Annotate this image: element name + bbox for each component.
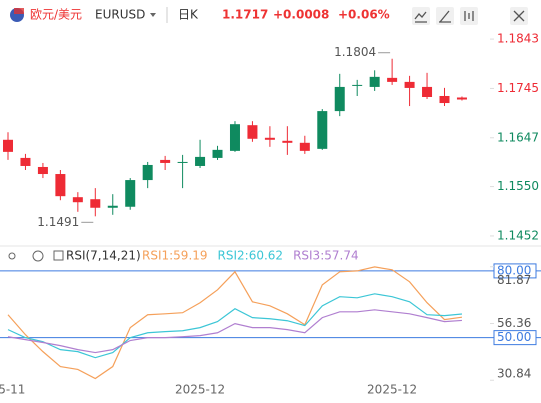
y-tick-label: 1.1550 bbox=[497, 179, 539, 193]
price: 1.1717 bbox=[222, 8, 268, 22]
candle-body bbox=[37, 166, 48, 175]
expand-icon[interactable] bbox=[53, 250, 64, 261]
pair-name: 欧元/美元 bbox=[30, 8, 82, 22]
candle-body bbox=[299, 142, 310, 151]
change-pct: +0.06% bbox=[338, 8, 390, 22]
rsi-line bbox=[7, 293, 463, 359]
y-tick-label: 1.1452 bbox=[497, 228, 539, 242]
tool-icon bbox=[439, 10, 451, 23]
level-label-box bbox=[493, 330, 537, 346]
candle-body bbox=[212, 149, 223, 158]
candle-body bbox=[282, 140, 293, 143]
y-tick-label: 56.36 bbox=[497, 316, 531, 330]
level-label: 80.00 bbox=[497, 263, 531, 277]
candle-body bbox=[422, 86, 433, 97]
x-tick-label: 25-11 bbox=[0, 383, 25, 397]
annotation-label: 1.1491 bbox=[37, 215, 79, 229]
y-tick-label: 1.1745 bbox=[497, 81, 539, 95]
candle-body bbox=[439, 95, 450, 104]
y-tick-label: 30.84 bbox=[497, 367, 531, 381]
x-tick-label: 2025-12 bbox=[175, 383, 225, 397]
x-tick-label: 2025-12 bbox=[367, 383, 417, 397]
tool-icon bbox=[464, 11, 474, 21]
level-label: 50.00 bbox=[497, 330, 531, 344]
candle-body bbox=[125, 180, 136, 207]
rsi-line bbox=[7, 309, 463, 354]
candle-body bbox=[55, 174, 66, 197]
candle-body bbox=[229, 124, 240, 151]
candle-body bbox=[369, 76, 380, 87]
candle-body bbox=[352, 84, 363, 86]
tool-icon bbox=[414, 11, 427, 23]
candle-body bbox=[317, 111, 328, 149]
y-tick-label: 1.1647 bbox=[497, 130, 539, 144]
y-tick-label: 81.87 bbox=[497, 273, 531, 287]
candle-body bbox=[3, 139, 13, 152]
dropdown-arrow[interactable] bbox=[150, 13, 156, 17]
candle-body bbox=[195, 156, 206, 166]
candle-body bbox=[404, 81, 415, 88]
eye-icon[interactable] bbox=[8, 252, 16, 260]
period[interactable]: 日K bbox=[178, 8, 199, 22]
level-label-box bbox=[493, 263, 537, 279]
rsi-title: RSI(7,14,21) bbox=[66, 249, 141, 263]
candle-body bbox=[142, 164, 153, 181]
rsi-line bbox=[7, 266, 463, 380]
candle-body bbox=[264, 137, 275, 140]
rsi-header: RSI(7,14,21) bbox=[8, 249, 141, 263]
candle-body bbox=[334, 86, 345, 112]
tool-icon bbox=[513, 10, 525, 22]
candle-body bbox=[456, 97, 467, 100]
toolbar bbox=[412, 7, 528, 25]
symbol: EURUSD bbox=[95, 8, 145, 22]
candle-body bbox=[20, 157, 31, 166]
candle-body bbox=[247, 125, 258, 139]
candle-body bbox=[90, 199, 101, 208]
legend-entry: RSI1:59.19 bbox=[142, 249, 208, 263]
legend-entry: RSI3:57.74 bbox=[293, 249, 359, 263]
candle-body bbox=[160, 159, 171, 163]
change: +0.0008 bbox=[273, 8, 329, 22]
flag-icon bbox=[10, 8, 24, 22]
settings-icon[interactable] bbox=[32, 250, 44, 262]
legend-entry: RSI2:60.62 bbox=[218, 249, 284, 263]
candle-body bbox=[387, 77, 398, 82]
y-tick-label: 1.1843 bbox=[497, 32, 539, 46]
annotation-label: 1.1804 bbox=[334, 45, 376, 59]
candle-body bbox=[72, 197, 83, 203]
candle-body bbox=[107, 205, 118, 208]
candle-body bbox=[177, 161, 188, 163]
